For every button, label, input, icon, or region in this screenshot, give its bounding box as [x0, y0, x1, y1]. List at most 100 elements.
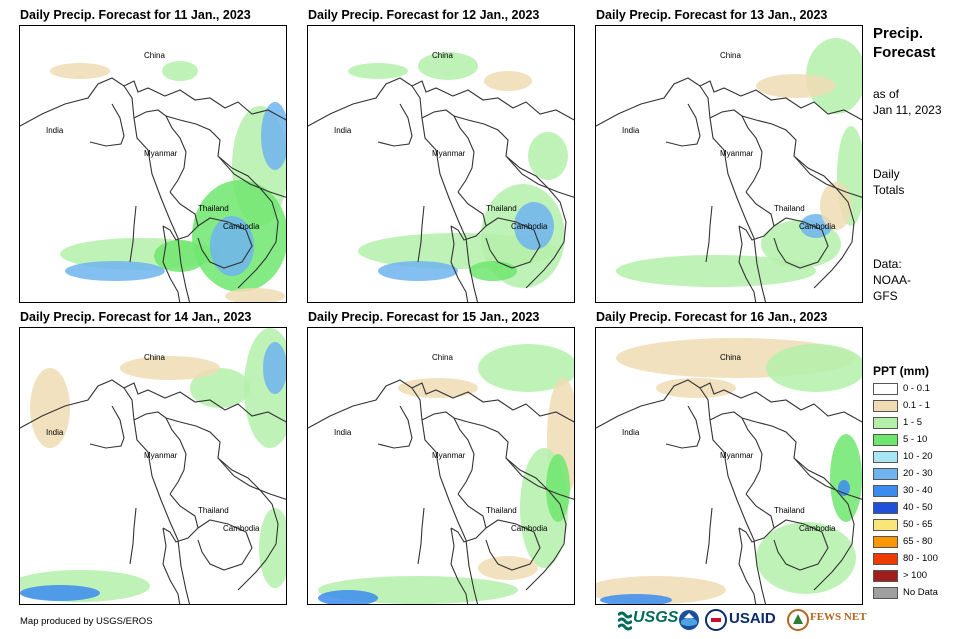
- country-border: [123, 387, 191, 604]
- china-label: China: [144, 51, 165, 60]
- precip-area: [261, 102, 286, 170]
- country-border: [450, 493, 487, 543]
- country-border: [699, 387, 767, 604]
- thailand-label: Thailand: [774, 506, 805, 515]
- country-border: [197, 217, 253, 269]
- panel-title-jan-16: Daily Precip. Forecast for 16 Jan., 2023: [596, 310, 828, 324]
- precip-area: [756, 74, 836, 98]
- precip-area: [528, 132, 568, 180]
- map-jan-14: China India Myanmar Thailand Cambodia: [19, 327, 287, 605]
- precip-area: [830, 434, 862, 522]
- totals-note: Daily Totals: [873, 166, 904, 198]
- precip-map-svg: [20, 61, 286, 302]
- legend-label: 40 - 50: [903, 502, 933, 513]
- legend-label: 65 - 80: [903, 536, 933, 547]
- country-border: [133, 109, 187, 193]
- as-of-line1: as of: [873, 87, 900, 101]
- precip-area: [50, 63, 110, 79]
- precip-area: [318, 590, 378, 604]
- precip-area: [546, 454, 570, 522]
- sidebar-title-line2: Forecast: [873, 44, 936, 61]
- precip-area: [378, 261, 458, 281]
- usaid-logo-text: USAID: [729, 610, 776, 627]
- myanmar-label: Myanmar: [720, 451, 754, 460]
- sidebar-title: Precip. Forecast: [873, 24, 936, 62]
- legend-label: 0 - 0.1: [903, 383, 930, 394]
- precip-area: [120, 356, 220, 380]
- precip-area: [478, 344, 574, 392]
- country-border: [411, 387, 479, 604]
- india-label: India: [46, 428, 64, 437]
- precip-area: [20, 585, 100, 601]
- legend-label: > 100: [903, 570, 928, 581]
- country-border: [377, 103, 413, 147]
- india-label: India: [622, 126, 640, 135]
- sidebar-title-line1: Precip.: [873, 25, 924, 42]
- country-border: [596, 77, 862, 127]
- usaid-logo: USAID: [705, 607, 785, 633]
- thailand-label: Thailand: [486, 506, 517, 515]
- legend-label: 20 - 30: [903, 468, 933, 479]
- legend-swatch: [873, 519, 898, 531]
- country-border: [162, 225, 181, 302]
- country-border: [773, 217, 829, 269]
- myanmar-label: Myanmar: [144, 149, 178, 158]
- country-border: [709, 411, 763, 495]
- precip-map-svg: [20, 328, 286, 604]
- map-jan-16: China India Myanmar Thailand Cambodia: [595, 327, 863, 605]
- cambodia-label: Cambodia: [223, 222, 260, 231]
- legend-swatch: [873, 502, 898, 514]
- china-label: China: [720, 51, 741, 60]
- country-border: [417, 205, 425, 263]
- country-border: [89, 103, 125, 147]
- country-border: [129, 205, 137, 263]
- precip-map-svg: [308, 344, 574, 604]
- country-border: [505, 457, 567, 591]
- totals-line1: Daily: [873, 167, 900, 181]
- cambodia-label: Cambodia: [223, 524, 260, 533]
- precip-map-svg: [596, 38, 862, 302]
- precip-area: [600, 594, 672, 604]
- cambodia-label: Cambodia: [511, 524, 548, 533]
- country-border: [421, 411, 475, 495]
- country-border: [596, 379, 862, 429]
- country-border: [738, 527, 757, 604]
- myanmar-label: Myanmar: [432, 149, 466, 158]
- totals-line2: Totals: [873, 183, 905, 197]
- precip-area: [348, 63, 408, 79]
- legend-swatch: [873, 451, 898, 463]
- country-border: [417, 507, 425, 565]
- panel-title-jan-14: Daily Precip. Forecast for 14 Jan., 2023: [20, 310, 252, 324]
- country-border: [773, 519, 829, 571]
- legend-swatch: [873, 570, 898, 582]
- fewsnet-logo: FEWS NET: [787, 607, 867, 633]
- cambodia-label: Cambodia: [511, 222, 548, 231]
- panel-title-jan-13: Daily Precip. Forecast for 13 Jan., 2023: [596, 8, 828, 22]
- country-border: [123, 85, 191, 302]
- country-border: [377, 405, 413, 449]
- legend-label: 5 - 10: [903, 434, 928, 445]
- legend-title: PPT (mm): [873, 364, 930, 378]
- legend-swatch: [873, 485, 898, 497]
- country-border: [793, 457, 855, 591]
- panel-title-jan-12: Daily Precip. Forecast for 12 Jan., 2023: [308, 8, 540, 22]
- thailand-label: Thailand: [486, 204, 517, 213]
- myanmar-label: Myanmar: [432, 451, 466, 460]
- precip-area: [65, 261, 165, 281]
- country-border: [411, 85, 479, 302]
- map-jan-12: China India Myanmar Thailand Cambodia: [307, 25, 575, 303]
- country-border: [162, 493, 199, 543]
- usgs-logo-text: USGS: [633, 609, 679, 626]
- country-border: [738, 225, 757, 302]
- country-border: [197, 519, 253, 571]
- thailand-label: Thailand: [198, 506, 229, 515]
- legend-label: 80 - 100: [903, 553, 938, 564]
- country-border: [162, 527, 181, 604]
- legend-label: 1 - 5: [903, 417, 923, 428]
- panel-title-jan-15: Daily Precip. Forecast for 15 Jan., 2023: [308, 310, 540, 324]
- precip-area: [514, 202, 554, 250]
- precip-area: [259, 508, 286, 588]
- country-border: [450, 191, 487, 241]
- legend-swatch: [873, 468, 898, 480]
- china-label: China: [432, 51, 453, 60]
